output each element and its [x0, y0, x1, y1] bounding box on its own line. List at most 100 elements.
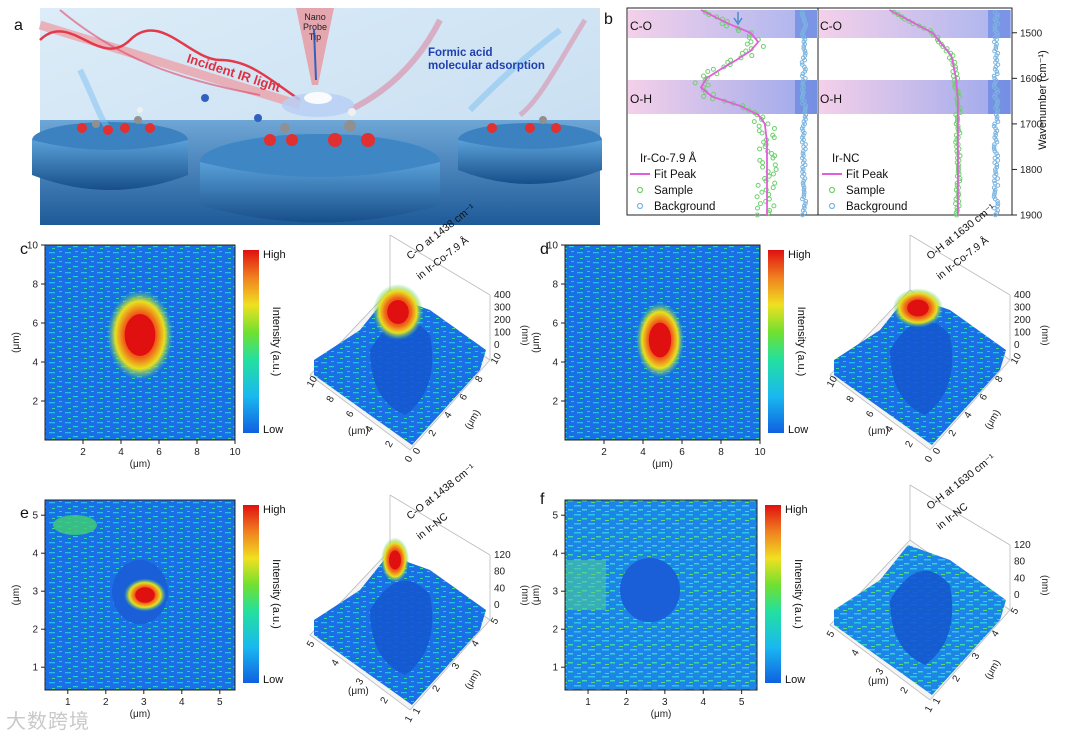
- x-tick-label: 2: [601, 447, 607, 458]
- z-tick-label: 0: [494, 340, 500, 351]
- background-point: [995, 203, 1000, 209]
- background-point: [993, 167, 998, 172]
- background-point: [801, 119, 807, 124]
- y-axis-label: (μm): [531, 585, 542, 606]
- background-point: [801, 28, 807, 33]
- sample-point: [769, 151, 775, 156]
- background-point: [800, 180, 806, 186]
- colorbar-low: Low: [263, 424, 283, 436]
- y-axis-label: (μm): [531, 332, 542, 353]
- sample-point: [954, 205, 960, 211]
- background-point: [995, 12, 1000, 17]
- sample-point: [760, 43, 766, 49]
- surface-wireframe: [909, 234, 1011, 360]
- center-disk: [200, 162, 440, 223]
- background-point: [992, 142, 997, 147]
- background-point: [802, 37, 808, 42]
- background-point: [799, 139, 805, 145]
- legend-right: Ir-NC Fit Peak Sample Background: [822, 153, 907, 213]
- y-tick-label: 8: [32, 280, 38, 291]
- x3d-tick-label: 2: [903, 439, 916, 450]
- y3d-axis-label: (μm): [463, 408, 483, 431]
- background-point: [993, 60, 998, 65]
- y-tick-label: 5: [552, 511, 558, 522]
- sample-point: [770, 171, 776, 177]
- y-tick-label: 8: [552, 280, 558, 291]
- background-point: [801, 35, 807, 40]
- x-tick-label: 6: [156, 447, 162, 458]
- band-co-left: [628, 10, 818, 38]
- legend-sample-right: Sample: [846, 185, 885, 197]
- sample-point: [755, 182, 761, 188]
- y-axis-label: (μm): [11, 332, 22, 353]
- background-point: [802, 130, 807, 136]
- z-unit: (nm): [1039, 325, 1050, 346]
- x3d-tick-label: 2: [379, 695, 392, 706]
- edge-region: [566, 560, 606, 610]
- panel-label: e: [20, 505, 29, 522]
- z-tick-label: 80: [494, 567, 506, 578]
- background-point: [992, 48, 997, 54]
- adsorption-ring: [282, 93, 354, 117]
- y3d-tick-label: 2: [947, 428, 960, 439]
- background-point: [803, 66, 808, 72]
- z-tick-label: 120: [1014, 540, 1031, 551]
- sample-point: [760, 160, 766, 166]
- band-co-label-right: C-O: [820, 19, 842, 33]
- background-point: [994, 117, 1000, 122]
- background-point: [803, 50, 808, 56]
- background-point: [803, 76, 808, 81]
- panel-label: d: [540, 241, 549, 258]
- surface-particle: [370, 320, 433, 415]
- colorbar-high: High: [785, 504, 808, 516]
- sample-point: [746, 34, 752, 40]
- background-point: [994, 41, 999, 47]
- sample-point: [756, 123, 762, 129]
- x3d-tick-label: 10: [825, 374, 840, 390]
- y3d-tick-label: 1: [931, 696, 944, 707]
- x-axis-label: (μm): [130, 459, 151, 470]
- legend-title-right: Ir-NC: [832, 153, 859, 165]
- y3d-tick-label: 4: [990, 628, 1003, 639]
- background-point: [801, 183, 806, 188]
- probe-label-1: Nano: [304, 12, 326, 22]
- y3d-tick-label: 5: [1009, 606, 1022, 617]
- background-point: [801, 39, 807, 45]
- x-tick-label: 2: [624, 697, 630, 708]
- sample-point: [757, 201, 763, 207]
- background-point: [995, 98, 1000, 104]
- background-point: [995, 101, 1000, 106]
- legend-sample-left: Sample: [654, 185, 693, 197]
- x3d-tick-label: 4: [364, 424, 377, 435]
- surface-wireframe: [909, 484, 1011, 610]
- background-point: [992, 196, 998, 202]
- y3d-tick-label: 0: [931, 446, 944, 457]
- background-point: [993, 169, 998, 175]
- ir-wave: [39, 29, 301, 102]
- y3d-tick-label: 4: [962, 410, 975, 421]
- sample-point: [770, 185, 776, 191]
- x3d-axis-label: (μm): [348, 426, 369, 437]
- background-point: [802, 41, 808, 47]
- background-point: [802, 25, 807, 31]
- y-tick-label: 1: [552, 663, 558, 674]
- probe-label-2: Probe: [303, 22, 327, 32]
- z-unit: (nm): [519, 325, 530, 346]
- sample-point: [710, 66, 716, 72]
- x-tick-label: 8: [718, 447, 724, 458]
- y-tick-label: 4: [552, 358, 558, 369]
- background-point: [994, 103, 1000, 108]
- x3d-tick-label: 1: [923, 704, 936, 715]
- sample-point: [759, 116, 765, 122]
- sample-point: [772, 162, 778, 168]
- background-point: [994, 114, 1000, 120]
- background-point: [991, 194, 997, 200]
- sample-point: [759, 130, 765, 136]
- background-point: [800, 80, 806, 86]
- z-unit: (nm): [519, 585, 530, 606]
- background-point: [993, 132, 998, 138]
- z-tick-label: 300: [494, 303, 511, 314]
- x-tick-label: 4: [179, 697, 185, 708]
